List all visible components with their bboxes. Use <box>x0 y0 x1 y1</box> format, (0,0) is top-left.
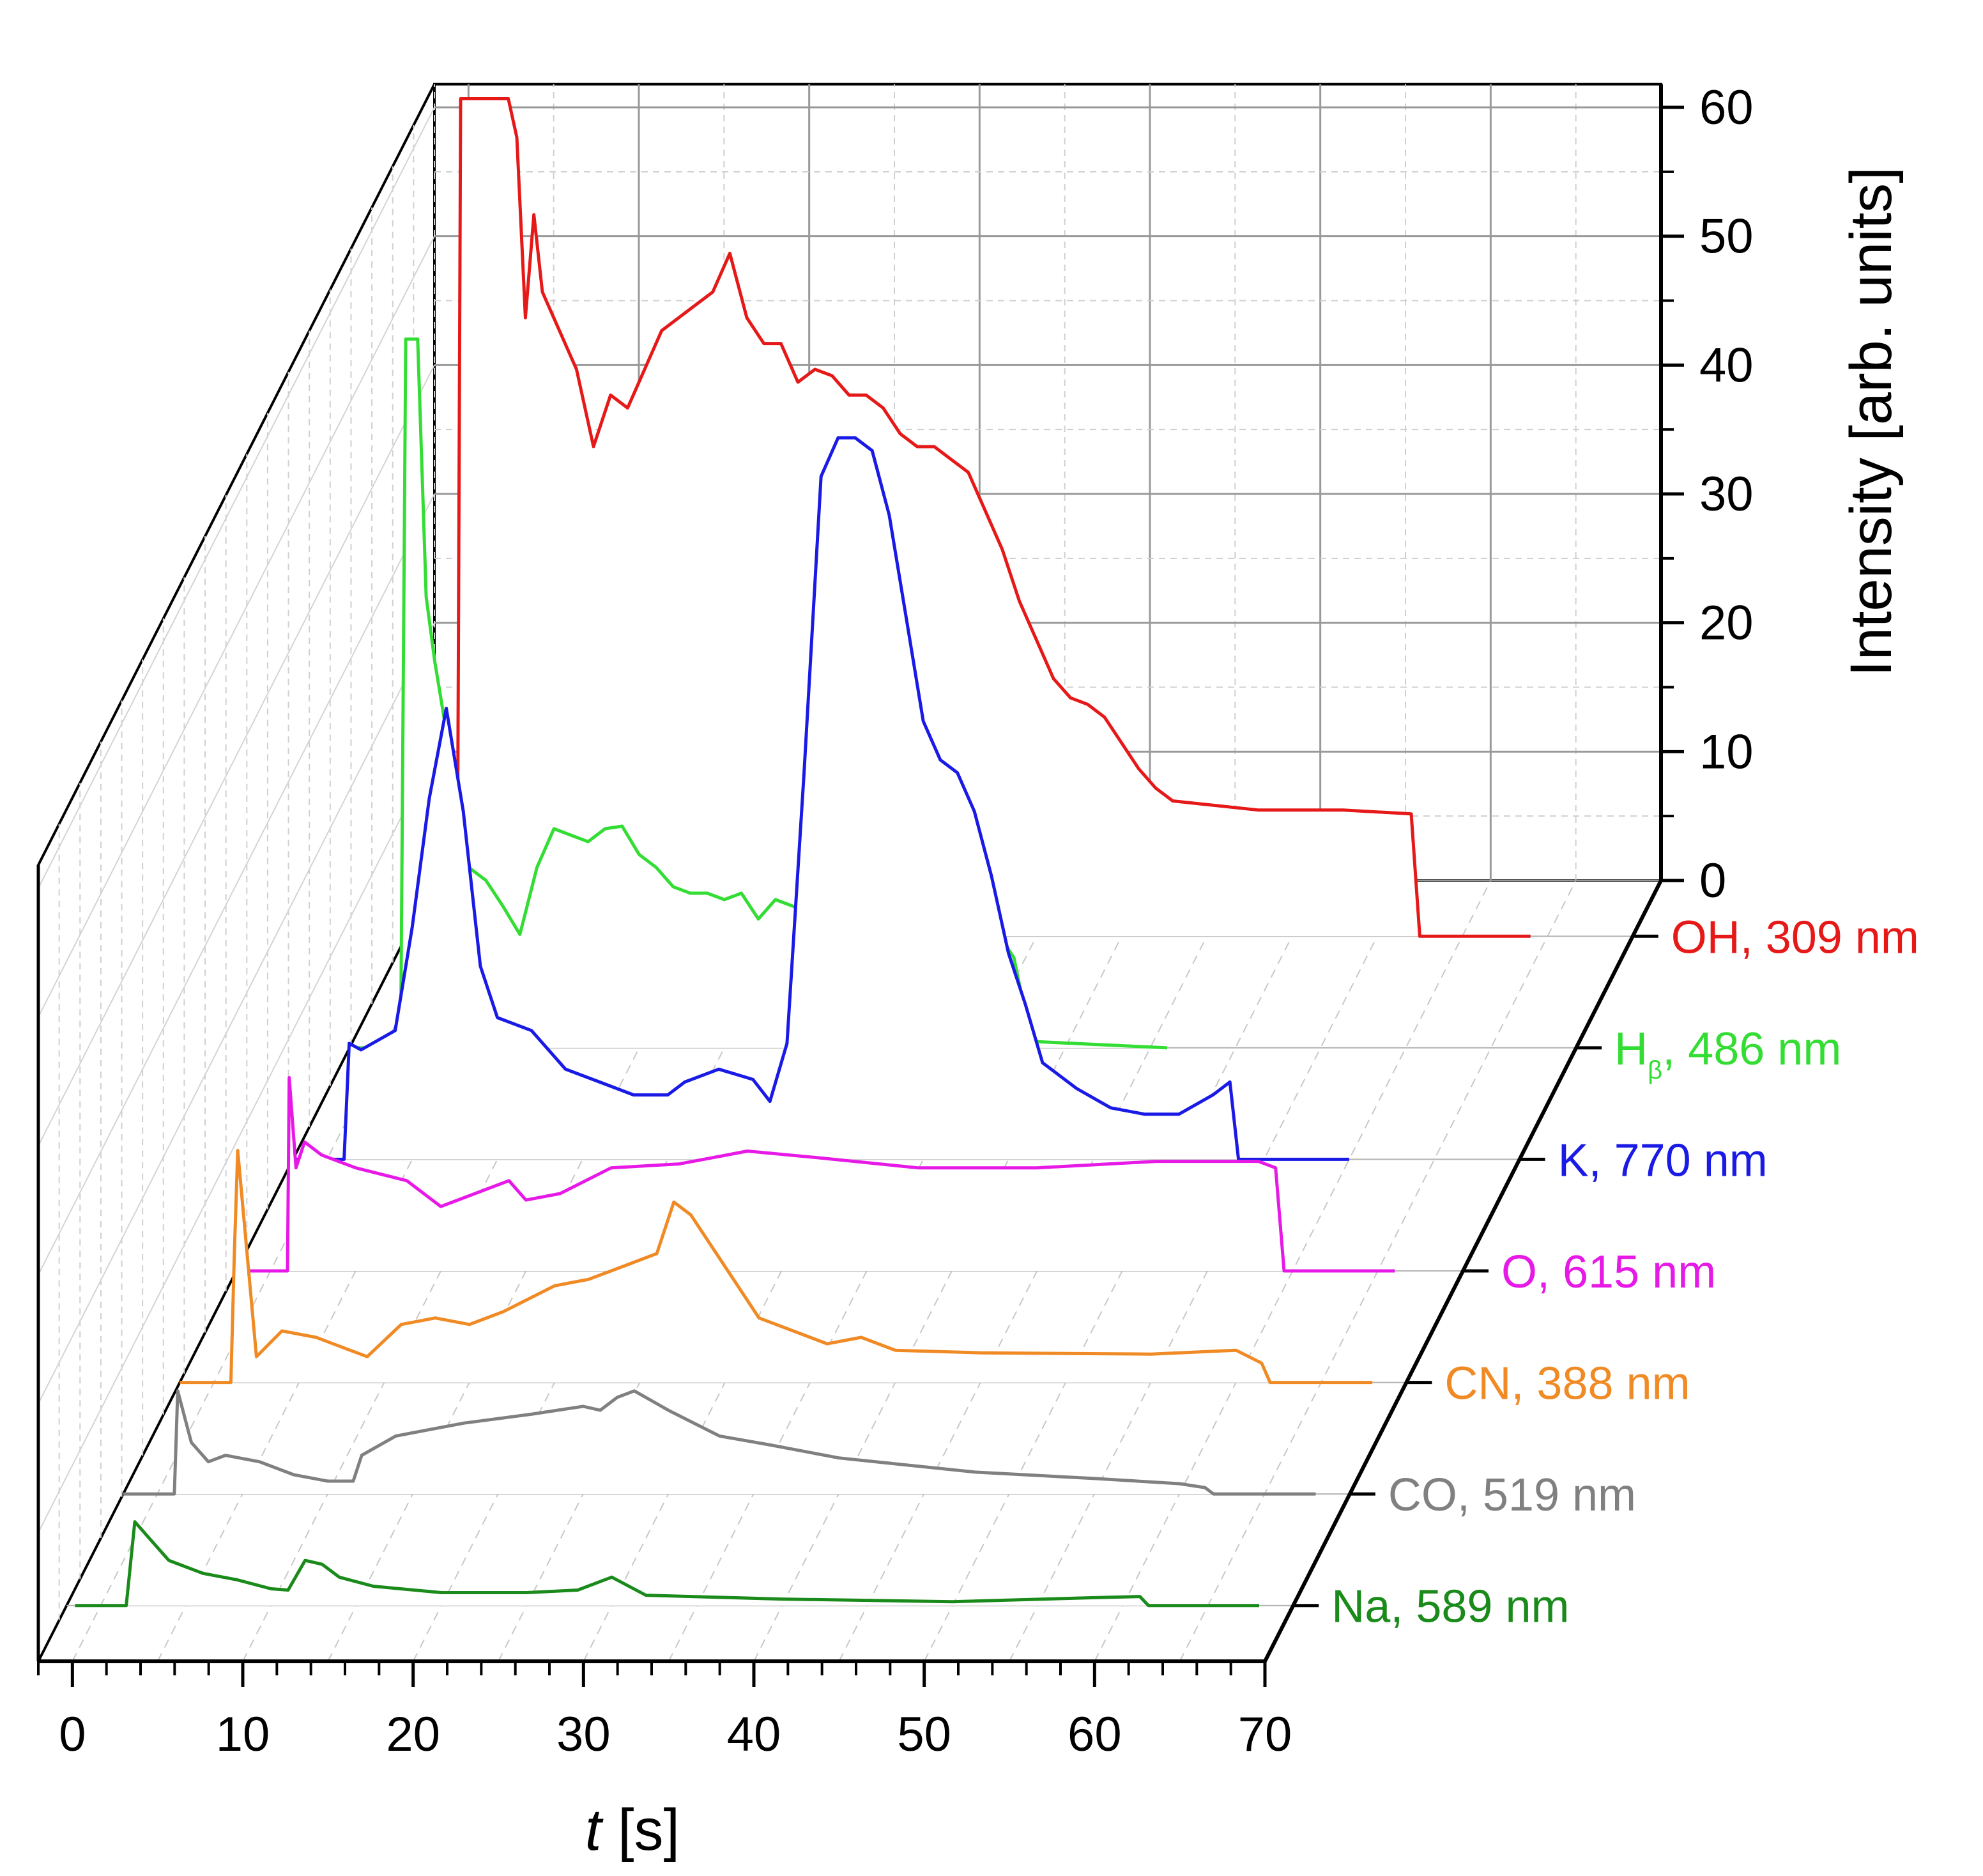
series-line-7 <box>406 97 1531 938</box>
series-fill-3 <box>180 1150 1373 1383</box>
z-tick-label: 10 <box>1699 725 1754 779</box>
sidewall-hgrid <box>38 622 435 1404</box>
series-label-2: CO, 519 nm <box>1388 1470 1636 1521</box>
series-label-6: Hβ, 486 nm <box>1614 1024 1841 1084</box>
series-line-3 <box>180 1149 1373 1385</box>
series-fill-5 <box>293 438 1349 1160</box>
series-label-main: H <box>1614 1024 1648 1075</box>
series-label-7: OH, 309 nm <box>1671 912 1919 963</box>
x-tick-label: 70 <box>1238 1707 1292 1762</box>
series-label-main: O, 615 nm <box>1501 1247 1716 1298</box>
x-tick-label: 40 <box>727 1707 781 1762</box>
sidewall-hgrid <box>38 236 435 1018</box>
sidewall-hgrid <box>38 493 435 1275</box>
z-tick-label: 50 <box>1699 210 1754 264</box>
series-line-1 <box>75 1520 1259 1608</box>
x-axis-title-var: t <box>585 1797 604 1863</box>
x-tick-label: 60 <box>1068 1707 1122 1762</box>
series-label-main: CO, 519 nm <box>1388 1470 1636 1521</box>
series-label-main: OH, 309 nm <box>1671 912 1919 963</box>
series-label-4: O, 615 nm <box>1501 1247 1716 1298</box>
x-tick-label: 50 <box>897 1707 951 1762</box>
series-label-5: K, 770 nm <box>1558 1135 1768 1186</box>
sidewall-hgrid <box>38 751 435 1533</box>
series-line-2 <box>123 1389 1316 1496</box>
series-fill-4 <box>236 1077 1395 1271</box>
z-tick-label: 30 <box>1699 467 1754 521</box>
chart-labels: OH, 309 nm Hβ, 486 nm K, 770 nm O, 615 nm CN… <box>1331 912 1919 1632</box>
series-label-sub: β <box>1648 1056 1662 1084</box>
x-tick-label: 20 <box>386 1707 440 1762</box>
x-axis-title: t [s] <box>585 1797 680 1863</box>
series-fill-2 <box>123 1390 1316 1495</box>
chart-series <box>75 97 1531 1608</box>
z-tick-label: 60 <box>1699 81 1754 135</box>
series-label-rest: , 486 nm <box>1662 1024 1841 1075</box>
series-fill-6 <box>349 339 1168 1048</box>
series-label-main: K, 770 nm <box>1558 1135 1768 1186</box>
series-fill-1 <box>75 1521 1260 1606</box>
x-axis-title-unit: [s] <box>601 1797 680 1863</box>
series-label-main: CN, 388 nm <box>1444 1358 1690 1410</box>
series-line-5 <box>293 436 1349 1161</box>
series-line-4 <box>236 1076 1395 1273</box>
z-tick-label: 40 <box>1699 338 1754 392</box>
x-tick-label: 10 <box>216 1707 270 1762</box>
sidewall-hgrid <box>38 364 435 1146</box>
sidewall-hgrid <box>38 107 435 889</box>
series-label-main: Na, 589 nm <box>1331 1581 1569 1633</box>
z-axis-title: Intensity [arb. units] <box>1839 167 1904 677</box>
series-fill-7 <box>406 98 1531 937</box>
chart-axes: 0 10 20 30 40 50 60 70 t [s] 0 10 20 30 40 50 60 Intensi… <box>36 81 1904 1863</box>
z-tick-label: 20 <box>1699 596 1754 650</box>
x-tick-label: 30 <box>556 1707 611 1762</box>
x-tick-label: 0 <box>59 1707 86 1762</box>
series-label-3: CN, 388 nm <box>1444 1358 1690 1410</box>
series-label-1: Na, 589 nm <box>1331 1581 1569 1633</box>
z-tick-label: 0 <box>1699 854 1726 908</box>
